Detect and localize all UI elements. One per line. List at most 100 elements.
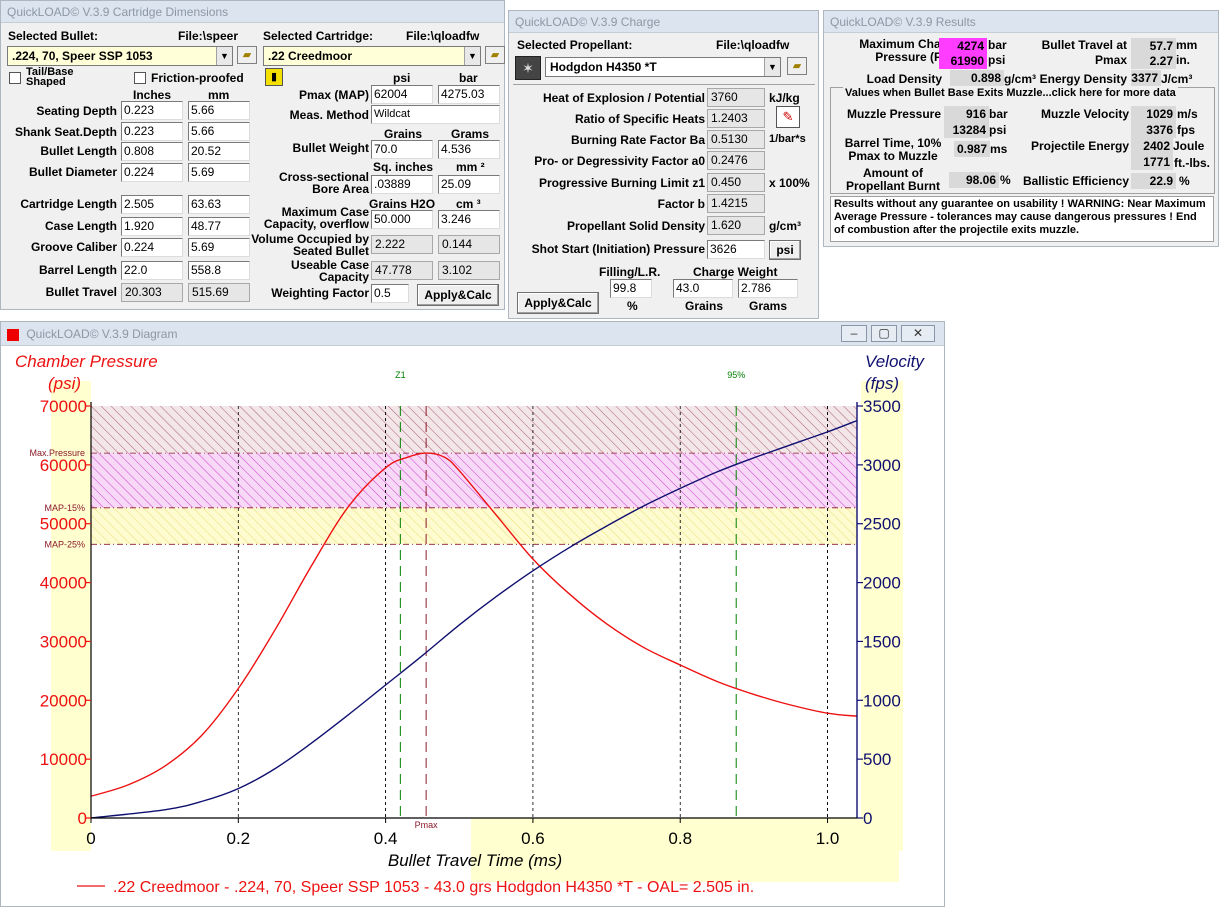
tail-base-label: Tail/Base Shaped — [26, 67, 74, 87]
factor-b-label: Factor b — [657, 197, 705, 211]
chevron-down-icon[interactable]: ▼ — [764, 58, 780, 76]
shank-depth-in[interactable]: 0.223 — [121, 122, 183, 141]
cartridge-length-mm[interactable]: 63.63 — [188, 195, 250, 214]
col-psi-label: psi — [393, 71, 411, 85]
psi-unit-button[interactable]: psi — [769, 240, 801, 260]
chevron-down-icon[interactable]: ▼ — [216, 47, 232, 65]
case-length-mm[interactable]: 48.77 — [188, 217, 250, 236]
grid-lines — [237, 406, 828, 818]
band-above-max — [91, 406, 857, 454]
case-length-label: Case Length — [44, 219, 117, 233]
warning-text: Results without any guarantee on usabili… — [834, 198, 1206, 236]
apply-calc-button[interactable]: Apply&Calc — [417, 284, 499, 306]
heat-explosion-unit: kJ/kg — [769, 91, 800, 105]
x-axis-title: Bullet Travel Time (ms) — [388, 851, 562, 870]
heat-explosion-label: Heat of Explosion / Potential — [542, 91, 705, 105]
muzzle-pressure-bar-unit: bar — [989, 107, 1008, 121]
shank-depth-mm[interactable]: 5.66 — [188, 122, 250, 141]
burning-limit-unit: x 100% — [769, 176, 810, 190]
bullet-travel-mm: 515.69 — [188, 283, 250, 302]
pressure-bands: Max.Pressure MAP-15% MAP-25% — [29, 406, 857, 549]
pmax-marker-label: Pmax — [415, 820, 439, 830]
filling-input[interactable]: 99.8 — [610, 279, 652, 298]
propellant-select[interactable]: Hodgdon H4350 *T ▼ — [545, 57, 781, 77]
col-bar-label: bar — [459, 71, 478, 85]
charge-apply-calc-button[interactable]: Apply&Calc — [517, 292, 599, 314]
cartridge-length-in[interactable]: 2.505 — [121, 195, 183, 214]
y-right-tick-label: 500 — [863, 750, 891, 769]
y-left-tick-label: 50000 — [40, 515, 87, 534]
bore-mm2-input[interactable]: 25.09 — [438, 175, 500, 194]
bullet-diameter-mm[interactable]: 5.69 — [188, 163, 250, 182]
maximize-button[interactable]: ▢ — [871, 325, 897, 342]
close-button[interactable]: ✕ — [901, 325, 935, 342]
heat-explosion-value: 3760 — [707, 88, 765, 107]
max-case-cm3[interactable]: 3.246 — [438, 210, 500, 229]
charge-grains-input[interactable]: 43.0 — [673, 279, 733, 298]
shank-depth-label: Shank Seat.Depth — [14, 125, 117, 139]
y-left-tick-label: 10000 — [40, 750, 87, 769]
bullet-travel-in: 20.303 — [121, 283, 183, 302]
bullet-shape-icon[interactable]: ▮ — [265, 68, 283, 86]
bullet-select[interactable]: .224, 70, Speer SSP 1053 ▼ — [7, 46, 233, 66]
charge-grams-input[interactable]: 2.786 — [738, 279, 798, 298]
col-grams-label: Grams — [451, 127, 490, 141]
y-left-tick-label: 70000 — [40, 397, 87, 416]
z1-marker-label: Z1 — [395, 370, 406, 380]
groove-caliber-label: Groove Caliber — [30, 240, 117, 254]
charge-window-titlebar[interactable]: QuickLOAD© V.3.9 Charge — [509, 11, 818, 33]
muzzle-header-link[interactable]: Values when Bullet Base Exits Muzzle...c… — [843, 87, 1178, 99]
minimize-button[interactable]: – — [841, 325, 867, 342]
open-folder-icon[interactable]: ▰ — [237, 46, 257, 64]
bullet-length-mm[interactable]: 20.52 — [188, 142, 250, 161]
case-length-in[interactable]: 1.920 — [121, 217, 183, 236]
pmax-psi-value: 61990 — [939, 53, 987, 69]
diagram-window-titlebar[interactable]: QuickLOAD© V.3.9 Diagram – ▢ ✕ — [1, 322, 944, 346]
bullet-weight-g[interactable]: 4.536 — [438, 140, 500, 159]
barrel-length-in[interactable]: 22.0 — [121, 261, 183, 280]
y-right-tick-label: 2000 — [863, 574, 901, 593]
bullet-weight-gr[interactable]: 70.0 — [371, 140, 433, 159]
pmax-psi-input[interactable]: 62004 — [371, 85, 433, 104]
edit-propellant-icon[interactable]: ✎ — [776, 106, 800, 128]
tail-base-checkbox[interactable] — [9, 72, 21, 84]
bullet-length-in[interactable]: 0.808 — [121, 142, 183, 161]
weighting-factor-input[interactable]: 0.5 — [371, 284, 409, 303]
energy-joule-unit: Joule — [1173, 139, 1205, 153]
chart-axes — [85, 402, 863, 823]
load-density-unit: g/cm³ — [1004, 72, 1037, 86]
bore-sqin-input[interactable]: .03889 — [371, 175, 433, 194]
pmax-bar-input[interactable]: 4275.03 — [438, 85, 500, 104]
bullet-diameter-in[interactable]: 0.224 — [121, 163, 183, 182]
x-tick-label: 1.0 — [816, 829, 840, 848]
velocity-curve — [90, 419, 858, 819]
ballistic-efficiency-label: Ballistic Efficiency — [1022, 174, 1129, 188]
groove-caliber-in[interactable]: 0.224 — [121, 238, 183, 257]
chevron-down-icon[interactable]: ▼ — [464, 47, 480, 65]
max-case-gr[interactable]: 50.000 — [371, 210, 433, 229]
pmax-label: Pmax (MAP) — [298, 88, 369, 102]
y-right-title: Velocity — [865, 352, 925, 371]
seating-depth-mm[interactable]: 5.66 — [188, 101, 250, 120]
cartridge-select[interactable]: .22 Creedmoor ▼ — [263, 46, 481, 66]
diagram-chart: Max.Pressure MAP-15% MAP-25% Z1 95% Pmax 0 10… — [15, 352, 925, 896]
meas-method-input[interactable]: Wildcat — [371, 105, 500, 124]
barrel-length-mm[interactable]: 558.8 — [188, 261, 250, 280]
open-folder-icon[interactable]: ▰ — [485, 46, 505, 64]
seating-depth-in[interactable]: 0.223 — [121, 101, 183, 120]
groove-caliber-mm[interactable]: 5.69 — [188, 238, 250, 257]
propellant-label: Selected Propellant: — [517, 38, 633, 52]
selected-cartridge-label: Selected Cartridge: — [263, 29, 374, 43]
cartridge-window-titlebar[interactable]: QuickLOAD© V.3.9 Cartridge Dimensions — [1, 1, 504, 23]
burning-rate-unit: 1/bar*s — [769, 133, 806, 145]
open-folder-icon[interactable]: ▰ — [787, 57, 807, 75]
volume-occupied-cm3: 0.144 — [438, 235, 500, 254]
shot-start-input[interactable]: 3626 — [707, 240, 765, 259]
muzzle-pressure-psi: 13284 — [944, 122, 989, 138]
propellant-icon[interactable]: ✶ — [515, 56, 541, 80]
muzzle-data-panel[interactable]: Values when Bullet Base Exits Muzzle...c… — [830, 87, 1215, 194]
useable-capacity-cm3: 3.102 — [438, 261, 500, 280]
friction-proofed-checkbox[interactable] — [134, 72, 146, 84]
results-window-titlebar[interactable]: QuickLOAD© V.3.9 Results — [824, 11, 1218, 33]
x-tick-label: 0.6 — [521, 829, 545, 848]
